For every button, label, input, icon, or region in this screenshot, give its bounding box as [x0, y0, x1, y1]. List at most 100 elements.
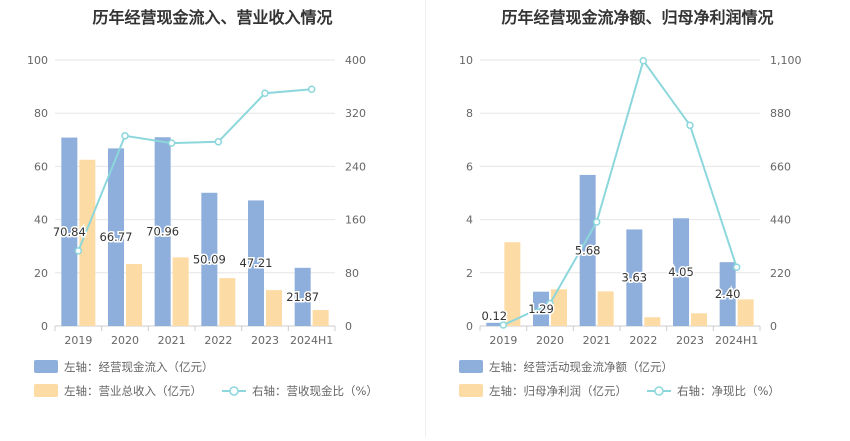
primary-bar-2023: [248, 200, 264, 326]
legend-swatch: [34, 360, 58, 373]
left-axis-tick: 100: [27, 54, 48, 67]
chart-title: 历年经营现金流净额、归母净利润情况: [501, 8, 774, 27]
right-axis-tick: 160: [345, 214, 366, 227]
legend-label: 左轴：归母净利润（亿元）: [489, 384, 627, 398]
legend-swatch: [459, 384, 483, 397]
right-axis-tick: 0: [770, 320, 777, 333]
legend-swatch: [459, 360, 483, 373]
data-label-2023: 47.21: [240, 256, 273, 270]
secondary-bar-2020: [551, 289, 567, 326]
left-axis-tick: 80: [34, 107, 48, 120]
x-axis-label-2023: 2023: [676, 334, 704, 347]
right-axis-tick: 400: [345, 54, 366, 67]
primary-bar-2020: [108, 148, 124, 326]
ratio-point-2019: [499, 321, 508, 329]
data-label-2024h1: 2.40: [715, 287, 741, 301]
ratio-point-2023: [261, 89, 269, 97]
ratio-line: [502, 58, 738, 326]
ratio-point-2021: [592, 218, 601, 226]
primary-bar-2019: [486, 322, 503, 326]
data-label-2019: 0.12: [482, 309, 508, 323]
x-axis-label-2023: 2023: [251, 334, 279, 347]
ratio-line: [77, 88, 312, 252]
ratio-point-2023: [686, 121, 694, 130]
secondary-bar-2021: [597, 291, 614, 326]
right-axis-tick: 80: [345, 267, 359, 280]
x-axis-label-2022: 2022: [629, 334, 657, 347]
secondary-bar-2019: [504, 242, 521, 326]
primary-bar-2022: [201, 192, 218, 326]
x-axis-label-2019: 2019: [489, 334, 517, 347]
left-axis-tick: 60: [34, 160, 48, 173]
ratio-point-2024h1: [307, 85, 316, 94]
primary-bar-2024h1: [719, 262, 736, 326]
primary-bar-2023: [673, 218, 689, 326]
left-axis-tick: 2: [466, 267, 473, 280]
x-axis-label-2021: 2021: [158, 334, 186, 347]
x-axis-label-2024h1: 2024H1: [290, 334, 333, 347]
x-axis-label-2022: 2022: [204, 334, 232, 347]
right-axis-tick: 320: [345, 107, 366, 120]
net-cash-flow-profit-chart: 0 2 4 6 8 10 0 220 440 660 880 1,100 2019 2020 2021 202…: [459, 54, 802, 398]
right-axis-tick: 880: [770, 107, 791, 120]
secondary-bar-2022: [644, 317, 661, 326]
secondary-bar-2021: [172, 257, 189, 326]
legend-label: 左轴：经营活动现金流净额（亿元）: [489, 360, 673, 374]
ratio-point-2022: [214, 138, 223, 146]
secondary-bar-2019: [79, 159, 96, 326]
primary-bar-2021: [154, 137, 171, 326]
left-axis-tick: 0: [41, 320, 48, 333]
secondary-bar-2023: [266, 290, 282, 326]
ratio-point-2020: [546, 299, 554, 308]
data-label-2021: 5.68: [575, 243, 601, 257]
x-axis-label-2019: 2019: [64, 334, 92, 347]
primary-bar-2021: [579, 174, 596, 326]
data-label-2020: 1.29: [528, 302, 554, 316]
secondary-bar-2023: [691, 313, 707, 326]
primary-bar-2024h1: [294, 267, 311, 326]
left-axis-tick: 40: [34, 214, 48, 227]
left-axis-tick: 20: [34, 267, 48, 280]
legend-swatch-marker: [654, 386, 664, 396]
ratio-point-2021: [167, 139, 176, 147]
data-label-2022: 3.63: [622, 271, 648, 285]
x-axis-label-2020: 2020: [536, 334, 564, 347]
data-label-2020: 66.77: [100, 230, 133, 244]
panel-divider: [425, 0, 426, 437]
right-axis-tick: 220: [770, 267, 791, 280]
legend-swatch-marker: [229, 386, 239, 396]
secondary-bar-2024h1: [737, 299, 754, 326]
right-axis-tick: 240: [345, 160, 366, 173]
primary-bar-2020: [533, 291, 549, 326]
x-axis-label-2020: 2020: [111, 334, 139, 347]
legend-swatch: [34, 384, 58, 397]
right-axis-tick: 440: [770, 214, 791, 227]
chart-title: 历年经营现金流入、营业收入情况: [92, 8, 333, 27]
left-axis-tick: 10: [459, 54, 473, 67]
data-label-2024h1: 21.87: [286, 290, 319, 304]
ratio-point-2019: [74, 247, 83, 255]
secondary-bar-2022: [219, 278, 236, 326]
legend-label: 右轴：营收现金比（%）: [252, 384, 378, 398]
data-label-2021: 70.96: [146, 225, 179, 239]
data-label-2019: 70.84: [53, 225, 86, 239]
x-axis-label-2021: 2021: [583, 334, 611, 347]
right-axis-tick: 660: [770, 160, 791, 173]
primary-bar-2019: [61, 137, 78, 326]
left-axis-tick: 4: [466, 214, 473, 227]
x-axis-label-2024h1: 2024H1: [715, 334, 758, 347]
data-label-2023: 4.05: [668, 265, 694, 279]
cash-inflow-revenue-chart-panel: 历年经营现金流入、营业收入情况 0 20 40 60 80 100 0 80 160 240 320…: [0, 0, 425, 437]
legend-label: 右轴：净现比（%）: [677, 384, 780, 398]
secondary-bar-2024h1: [312, 310, 329, 326]
legend-label: 左轴：营业总收入（亿元）: [64, 384, 202, 398]
right-axis-tick: 1,100: [770, 54, 802, 67]
left-axis-tick: 0: [466, 320, 473, 333]
net-cash-flow-profit-chart-panel: 历年经营现金流净额、归母净利润情况 0 2 4 6 8 10 0 220 440 660 880 1,…: [425, 0, 850, 437]
primary-bar-2022: [626, 229, 643, 326]
secondary-bar-2020: [126, 264, 142, 326]
cash-inflow-revenue-chart: 0 20 40 60 80 100 0 80 160 240 320 400 2019 2020 2021 2…: [27, 54, 378, 398]
ratio-point-2024h1: [732, 263, 741, 271]
ratio-point-2022: [639, 56, 648, 65]
legend-label: 左轴：经营现金流入（亿元）: [64, 360, 214, 374]
